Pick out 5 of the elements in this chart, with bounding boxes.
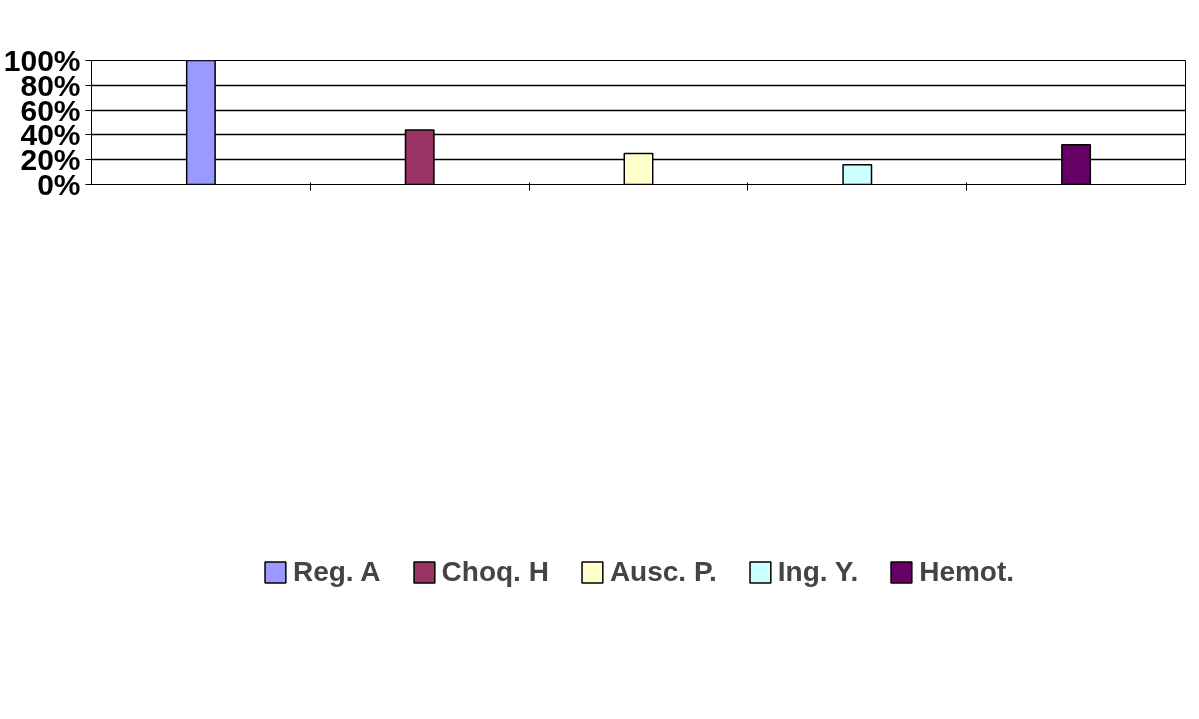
legend-label: Choq. H (441, 556, 549, 588)
legend-label: Ausc. P. (609, 556, 717, 588)
legend-label: Hemot. (919, 556, 1015, 588)
legend-label: Ing. Y. (777, 556, 859, 588)
legend-label: Reg. A (292, 556, 381, 588)
